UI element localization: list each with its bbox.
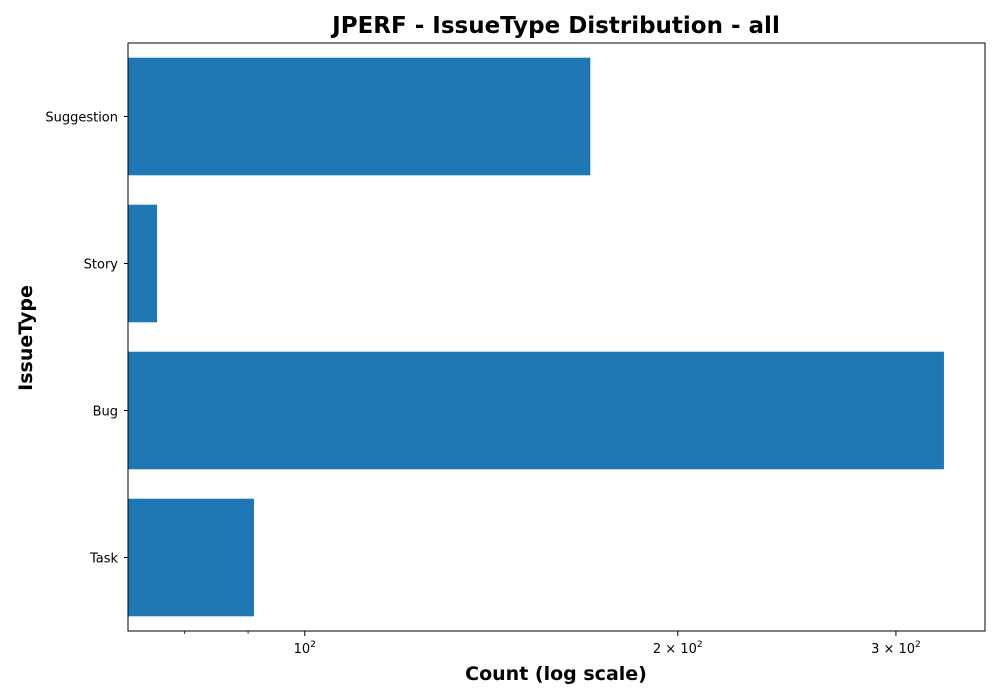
x-axis-label: Count (log scale)	[465, 663, 647, 685]
y-tick-label: Task	[89, 552, 119, 567]
y-tick-label: Story	[84, 258, 119, 273]
chart-title: JPERF - IssueType Distribution - all	[330, 13, 780, 39]
bar-bug	[128, 351, 944, 470]
x-tick-label: 102	[294, 640, 316, 657]
x-tick-label: 2 × 102	[653, 640, 703, 657]
y-axis-label: IssueType	[15, 285, 37, 391]
y-axis-ticks: Suggestion Story Bug Task	[45, 111, 128, 567]
y-tick-label: Bug	[93, 405, 118, 420]
bars-group	[128, 57, 944, 617]
plot-frame	[127, 42, 986, 632]
x-axis-ticks: 102 2 × 102 3 × 102	[184, 631, 921, 657]
bar-task	[128, 498, 255, 617]
x-tick-label: 3 × 102	[871, 640, 921, 657]
bar-story	[128, 204, 158, 323]
bar-suggestion	[128, 57, 591, 176]
y-tick-label: Suggestion	[45, 111, 118, 126]
